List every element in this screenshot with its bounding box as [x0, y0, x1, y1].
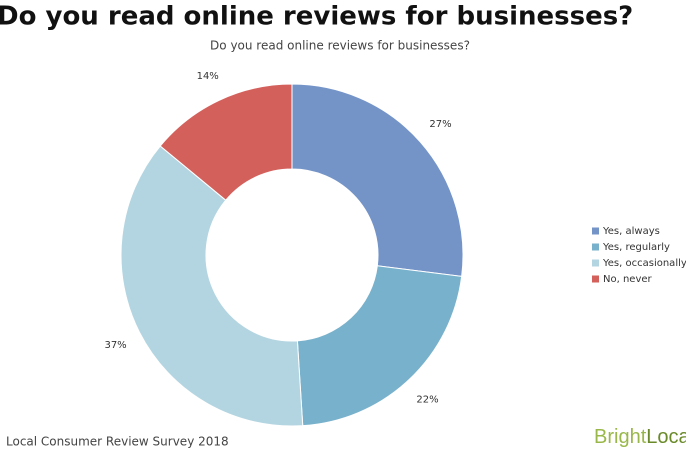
slice: [291, 83, 464, 277]
data-label: 22%: [416, 394, 438, 405]
page-title: Do you read online reviews for businesse…: [0, 2, 633, 32]
legend-label: Yes, always: [602, 226, 660, 237]
legend-label: No, never: [603, 274, 653, 285]
source: Local Consumer Review Survey 2018: [6, 435, 229, 449]
slice: [296, 265, 463, 427]
data-label: 27%: [429, 119, 451, 130]
slice: [159, 83, 293, 201]
legend-swatch: [592, 227, 599, 235]
logo-part: Local: [646, 426, 686, 448]
legend-label: Yes, occasionally: [602, 258, 686, 269]
legend-swatch: [592, 259, 599, 267]
legend-swatch: [592, 243, 599, 251]
chart-title: Do you read online reviews for businesse…: [210, 39, 470, 53]
data-label: 37%: [104, 340, 126, 351]
legend-label: Yes, regularly: [602, 242, 670, 253]
logo: BrightLocal: [594, 426, 686, 448]
data-label: 14%: [197, 71, 219, 82]
logo-part: Bright: [594, 426, 647, 448]
slice: [120, 145, 304, 427]
legend-swatch: [592, 275, 599, 283]
